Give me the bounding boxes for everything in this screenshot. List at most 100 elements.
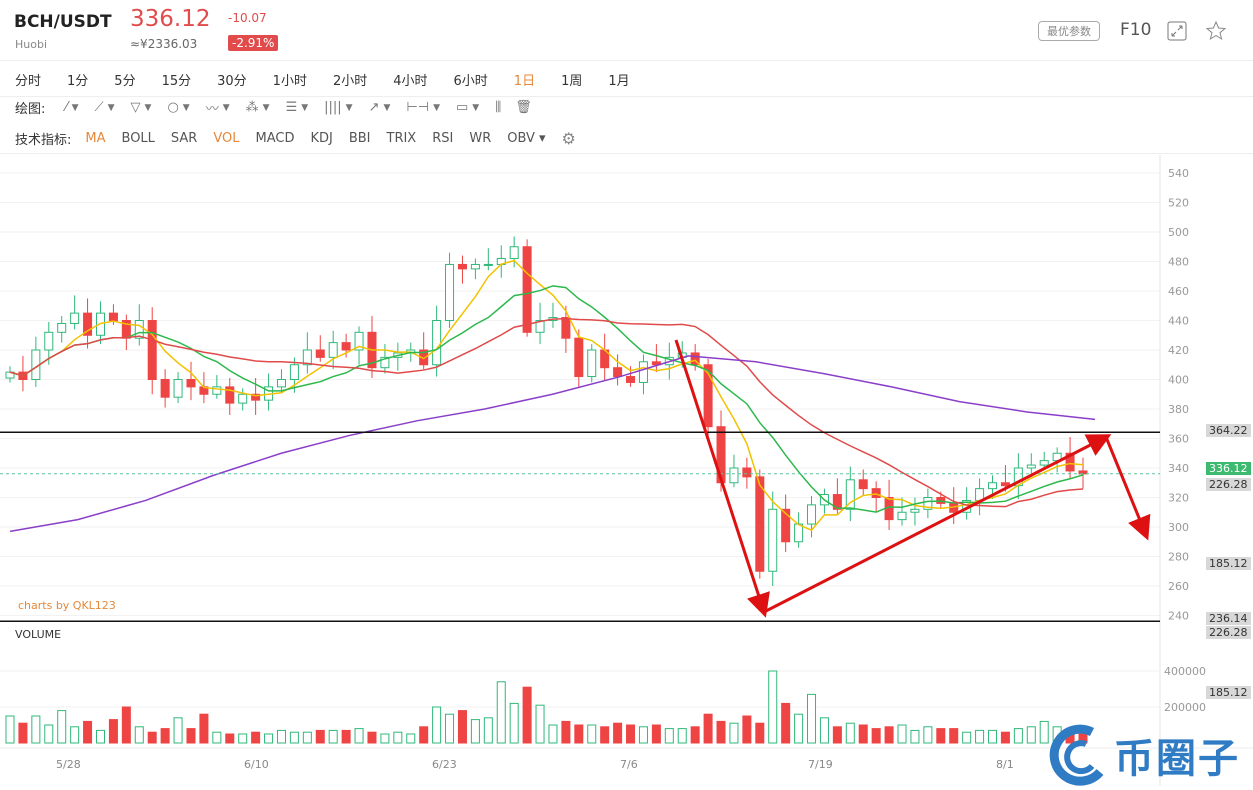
volume-bar — [755, 722, 765, 744]
price-tick-label: 380 — [1168, 403, 1189, 416]
note-tool[interactable]: ▭ ▼ — [456, 98, 479, 117]
candle-tool-icon[interactable]: ⫼ — [495, 100, 502, 115]
price-tag: 226.28 — [1206, 626, 1251, 639]
interval-tab[interactable]: 1分 — [67, 73, 89, 89]
candle-up — [70, 312, 80, 324]
indicator-bbi[interactable]: BBI — [348, 130, 371, 146]
indicator-label: 技术指标: — [15, 132, 72, 148]
volume-bar — [858, 724, 868, 744]
volume-bar — [716, 720, 726, 744]
indicator-boll[interactable]: BOLL — [121, 130, 155, 146]
candle-up — [354, 331, 364, 351]
dropdown-caret-icon[interactable]: ▼ — [262, 102, 270, 113]
indicator-obv[interactable]: OBV ▾ — [507, 130, 546, 146]
dropdown-caret-icon[interactable]: ▼ — [222, 102, 230, 113]
indicator-kdj[interactable]: KDJ — [310, 130, 333, 146]
dropdown-caret-icon[interactable]: ▼ — [301, 102, 309, 113]
pattern-tool[interactable]: ⁂ ▼ — [246, 98, 270, 117]
indicator-macd[interactable]: MACD — [255, 130, 295, 146]
settings-gear-icon[interactable]: ⚙ — [561, 128, 576, 148]
candle-up — [432, 320, 442, 366]
dropdown-caret-icon[interactable]: ▼ — [472, 102, 480, 113]
volume-bar — [1000, 731, 1010, 744]
pair-name: BCH/USDT — [14, 12, 112, 32]
volume-bar — [690, 726, 700, 744]
f10-button[interactable]: F10 — [1120, 20, 1152, 40]
indicator-wr[interactable]: WR — [469, 130, 492, 146]
indicator-ma[interactable]: MA — [85, 130, 106, 146]
ma10-line — [9, 285, 1084, 513]
circle-tool[interactable]: ○ ▼ — [167, 98, 189, 117]
interval-tab[interactable]: 30分 — [217, 73, 247, 89]
wave-tool[interactable]: 〰 ▼ — [206, 98, 230, 117]
candle-up — [302, 349, 312, 366]
dropdown-caret-icon[interactable]: ▼ — [433, 102, 440, 113]
interval-tab[interactable]: 5分 — [114, 73, 136, 89]
volume-bar — [225, 733, 235, 744]
volume-bar — [445, 713, 455, 744]
candle-down — [832, 494, 842, 510]
volume-bar — [600, 726, 610, 744]
dropdown-caret-icon[interactable]: ▼ — [144, 102, 152, 113]
volume-bar — [871, 728, 881, 744]
dropdown-caret-icon[interactable]: ▼ — [182, 102, 190, 113]
indicator-sar[interactable]: SAR — [170, 130, 198, 146]
candle-up — [483, 263, 493, 266]
star-icon[interactable] — [1205, 20, 1227, 42]
interval-tab[interactable]: 15分 — [161, 73, 192, 89]
dropdown-caret-icon[interactable]: ▼ — [107, 102, 115, 113]
interval-tab[interactable]: 4小时 — [393, 73, 428, 89]
triangle-tool[interactable]: ▽ ▼ — [131, 98, 152, 117]
volume-bar — [535, 704, 545, 744]
segment-tool[interactable]: ⟋ ▼ — [94, 98, 114, 117]
interval-tab[interactable]: 1小时 — [272, 73, 307, 89]
dropdown-caret-icon[interactable]: ▼ — [383, 102, 391, 113]
line-tool[interactable]: ⁄ ▼ — [65, 98, 78, 117]
interval-tab[interactable]: 2小时 — [332, 73, 368, 89]
volume-bar — [121, 706, 131, 744]
candle-down — [858, 479, 868, 490]
channel-tool[interactable]: |||| ▼ — [324, 98, 352, 117]
price-change: -10.07 — [228, 11, 267, 25]
volume-bar — [380, 733, 390, 744]
dropdown-caret-icon[interactable]: ▼ — [345, 102, 353, 113]
range-icon: ⊢⊣ — [406, 100, 430, 115]
volume-bar — [238, 733, 248, 744]
note-icon: ▭ — [456, 100, 469, 115]
volume-bar — [1013, 728, 1023, 744]
volume-label: VOLUME — [15, 628, 62, 641]
volume-bar — [212, 731, 222, 744]
fib-tool[interactable]: ☰ ▼ — [286, 98, 309, 117]
trash-icon[interactable]: 🗑 — [515, 100, 532, 115]
price-tick-label: 260 — [1168, 580, 1189, 593]
interval-tab[interactable]: 1日 — [513, 73, 536, 89]
interval-tab[interactable]: 1周 — [561, 73, 583, 89]
volume-bar — [199, 713, 209, 744]
interval-tab[interactable]: 1月 — [608, 73, 630, 89]
volume-bar — [315, 729, 325, 744]
dropdown-caret-icon[interactable]: ▼ — [71, 102, 79, 113]
fib-icon: ☰ — [285, 100, 298, 115]
candle-down — [703, 364, 713, 428]
volume-bar — [173, 717, 183, 744]
volume-bar — [910, 729, 920, 744]
range-tool[interactable]: ⊢⊣ ▼ — [406, 98, 440, 117]
best-params-button[interactable]: 最优参数 — [1038, 21, 1100, 41]
interval-tabs: 分时 1分 5分 15分 30分 1小时 2小时 4小时 6小时 1日 1周 1月 — [0, 68, 1253, 90]
candle-down — [781, 508, 791, 543]
wave-icon: 〰 — [205, 102, 219, 117]
volume-bar — [5, 715, 15, 744]
volume-bar — [83, 720, 93, 744]
volume-bar — [147, 731, 157, 744]
volume-bar — [406, 733, 416, 744]
fullscreen-icon[interactable] — [1167, 21, 1187, 41]
volume-bar — [807, 693, 817, 744]
indicator-trix[interactable]: TRIX — [386, 130, 417, 146]
candle-up — [1039, 460, 1049, 466]
indicator-vol[interactable]: VOL — [213, 130, 240, 146]
indicator-rsi[interactable]: RSI — [432, 130, 454, 146]
interval-tab[interactable]: 分时 — [15, 73, 42, 89]
arrow-tool[interactable]: ↗ ▼ — [369, 98, 391, 117]
interval-tab[interactable]: 6小时 — [453, 73, 488, 89]
